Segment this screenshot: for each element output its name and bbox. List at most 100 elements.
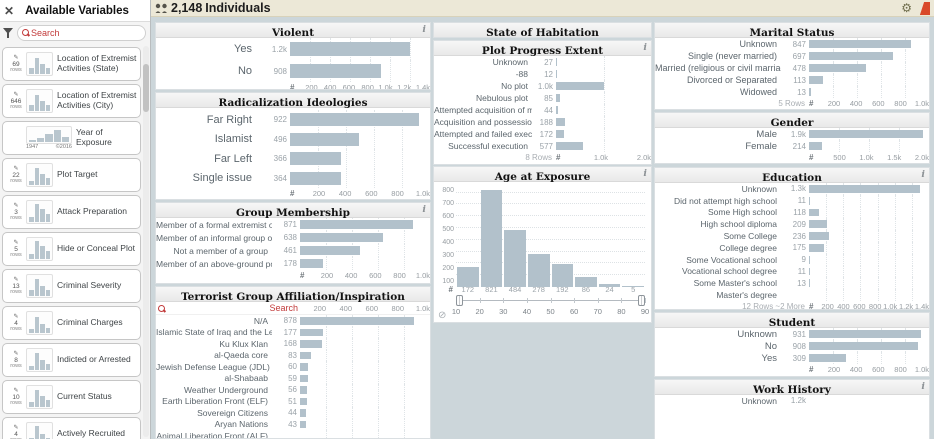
bar[interactable] [300, 220, 414, 229]
bar-row[interactable]: Far Left 366 [156, 149, 430, 169]
bar-row[interactable]: Married (religious or civil marriage qua… [655, 62, 929, 74]
bar-row[interactable]: Far Right 922 [156, 110, 430, 130]
bar-row[interactable]: Unknown 1.2k [655, 395, 929, 407]
panel-header[interactable]: Radicalization Ideologies [156, 93, 430, 109]
bar-row[interactable]: Successful execution 577 [434, 140, 651, 152]
bar[interactable] [556, 130, 565, 138]
slider-handle-left[interactable] [456, 295, 463, 306]
bar[interactable] [300, 409, 306, 417]
bar-row[interactable]: Jewish Defense League (JDL) 60 [156, 361, 430, 373]
sidebar-variable-item[interactable]: ✎ 646 rows Location of Extremist Activities… [2, 84, 141, 118]
bar[interactable] [556, 118, 565, 126]
bar-row[interactable]: Attempted acquisition of materials 44 [434, 104, 651, 116]
bar-row[interactable]: Islamic State of Iraq and the Levant (IS… [156, 326, 430, 338]
bar-row[interactable]: Nebulous plot 85 [434, 92, 651, 104]
bar[interactable] [809, 196, 810, 205]
bar[interactable] [809, 255, 810, 264]
info-icon[interactable]: i [422, 24, 426, 35]
bar[interactable] [809, 130, 923, 138]
bar[interactable] [809, 232, 830, 240]
bar[interactable] [809, 88, 811, 96]
logo-icon[interactable] [920, 1, 930, 15]
histogram-bar[interactable] [480, 190, 503, 287]
bar-row[interactable]: No 908 [655, 340, 929, 352]
bar[interactable] [809, 330, 921, 338]
bar[interactable] [556, 106, 559, 114]
bar-row[interactable]: Animal Liberation Front (ALF) [156, 430, 430, 438]
panel-header[interactable]: Work History i [655, 380, 929, 396]
bar-row[interactable]: Some College 236 [655, 230, 929, 242]
bar[interactable] [300, 328, 323, 336]
bar-row[interactable]: Unknown 931 [655, 328, 929, 340]
bar[interactable] [809, 76, 823, 84]
bar-row[interactable]: Yes 309 [655, 352, 929, 364]
bar-row[interactable]: N/A 878 [156, 315, 430, 327]
sidebar-variable-item[interactable]: ✎ 5 rows Hide or Conceal Plot [2, 232, 141, 266]
bar[interactable] [300, 233, 383, 242]
bar-row[interactable]: No 908 [156, 60, 430, 82]
sidebar-variable-item[interactable]: ✎ 4 rows Criminal Charges [2, 306, 141, 340]
bar-row[interactable]: Aryan Nations 43 [156, 418, 430, 430]
bar-row[interactable]: Not a member of a group 461 [156, 244, 430, 257]
bar[interactable] [300, 374, 308, 382]
bar-row[interactable]: Sovereign Citizens 44 [156, 407, 430, 419]
bar-row[interactable]: College degree 175 [655, 241, 929, 254]
bar-row[interactable]: Ku Klux Klan 168 [156, 338, 430, 350]
bar-row[interactable]: Unknown 1.3k [655, 183, 929, 195]
bar-row[interactable]: Islamist 496 [156, 129, 430, 149]
bar[interactable] [809, 40, 911, 48]
bar-row[interactable]: Did not attempt high school 11 [655, 194, 929, 207]
sidebar-variable-item[interactable]: ✎ 22 rows Plot Target [2, 158, 141, 192]
panel-header[interactable]: Violent i [156, 23, 430, 39]
bar[interactable] [290, 113, 420, 127]
histogram-bar[interactable] [575, 276, 597, 287]
bar[interactable] [290, 63, 381, 79]
bar[interactable] [809, 208, 820, 217]
histogram-bar[interactable] [598, 284, 621, 287]
bar[interactable] [300, 317, 415, 325]
bar[interactable] [556, 70, 557, 78]
bar-row[interactable]: Attempted and failed execution 172 [434, 128, 651, 140]
bar[interactable] [290, 152, 342, 166]
histogram-bar[interactable] [622, 286, 644, 287]
close-icon[interactable]: ✕ [4, 3, 15, 18]
bar[interactable] [556, 58, 558, 66]
info-icon[interactable]: i [921, 169, 925, 180]
bar[interactable] [290, 41, 410, 57]
bar[interactable] [809, 354, 847, 362]
panel-header[interactable]: Plot Progress Extent i [434, 41, 651, 57]
exclude-icon[interactable]: ⊘ [438, 310, 447, 321]
histogram-bar[interactable] [504, 229, 526, 287]
bar-row[interactable]: Single issue 364 [156, 168, 430, 188]
filter-funnel-icon[interactable] [3, 27, 14, 39]
bar-row[interactable]: Single (never married) 697 [655, 50, 929, 62]
bar[interactable] [809, 267, 810, 276]
bar-row[interactable]: Some Vocational school 9 [655, 253, 929, 266]
bar[interactable] [809, 243, 824, 252]
bar-row[interactable]: al-Qaeda core 83 [156, 349, 430, 361]
panel-header[interactable]: Education i [655, 168, 929, 184]
bar-row[interactable]: Female 214 [655, 140, 929, 152]
bar-row[interactable]: Yes 1.2k [156, 38, 430, 60]
sidebar-search-input[interactable] [31, 27, 141, 38]
bar[interactable] [290, 132, 360, 146]
info-icon[interactable]: i [422, 204, 426, 215]
info-icon[interactable]: i [921, 381, 925, 392]
bar-row[interactable]: Member of an above-ground political m...… [156, 257, 430, 270]
bar-row[interactable]: Unknown 847 [655, 38, 929, 50]
bar[interactable] [300, 420, 306, 428]
bar[interactable] [300, 340, 322, 348]
bar-row[interactable]: Earth Liberation Front (ELF) 51 [156, 395, 430, 407]
bar-row[interactable]: High school diploma 209 [655, 218, 929, 231]
sidebar-variable-item[interactable]: ✎ 8 rows Indicted or Arrested [2, 343, 141, 377]
sidebar-variable-item[interactable]: ✎ 10 rows Current Status [2, 380, 141, 414]
histogram-bar[interactable] [457, 266, 479, 287]
bar[interactable] [809, 52, 893, 60]
panel-header[interactable]: State of Habitation [434, 23, 651, 37]
bar-row[interactable]: Member of an informal group of fellow ..… [156, 231, 430, 244]
bar[interactable] [300, 246, 360, 255]
bar-row[interactable]: Unknown 27 [434, 56, 651, 68]
bar[interactable] [809, 220, 827, 229]
sidebar-variable-item[interactable]: 1947 ©2016 Year of Exposure [2, 121, 141, 155]
